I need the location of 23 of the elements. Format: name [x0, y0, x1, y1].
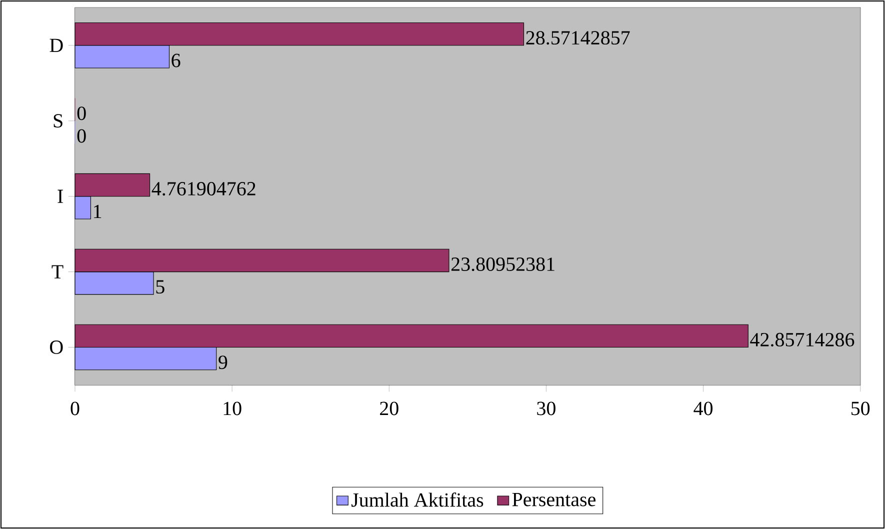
data-label: 23.80952381 — [451, 257, 554, 272]
legend-label: Persentase — [512, 492, 596, 506]
y-tick-label: S — [54, 114, 62, 128]
data-label: 6 — [172, 54, 180, 68]
data-label: 0 — [77, 129, 86, 143]
data-label: 5 — [156, 280, 164, 294]
x-tick-label: 30 — [537, 402, 556, 416]
data-label: 42.85714286 — [750, 332, 854, 347]
x-tick-label: 10 — [224, 402, 242, 416]
data-label: 0 — [77, 106, 86, 120]
data-label: 9 — [218, 356, 228, 370]
data-label: 28.57142857 — [526, 31, 630, 45]
x-tick-label: 20 — [380, 402, 398, 416]
x-tick-label: 50 — [852, 402, 870, 416]
y-tick-label: D — [50, 38, 63, 52]
y-tick-label: O — [50, 340, 63, 354]
y-tick-label: T — [52, 265, 64, 278]
legend-label: Jumlah Aktifitas — [351, 492, 484, 507]
y-tick-label: I — [58, 190, 63, 203]
data-label: 1 — [94, 204, 102, 218]
data-label: 4.761904762 — [152, 182, 256, 196]
x-tick-label: 0 — [70, 402, 80, 416]
x-tick-label: 40 — [694, 402, 713, 416]
